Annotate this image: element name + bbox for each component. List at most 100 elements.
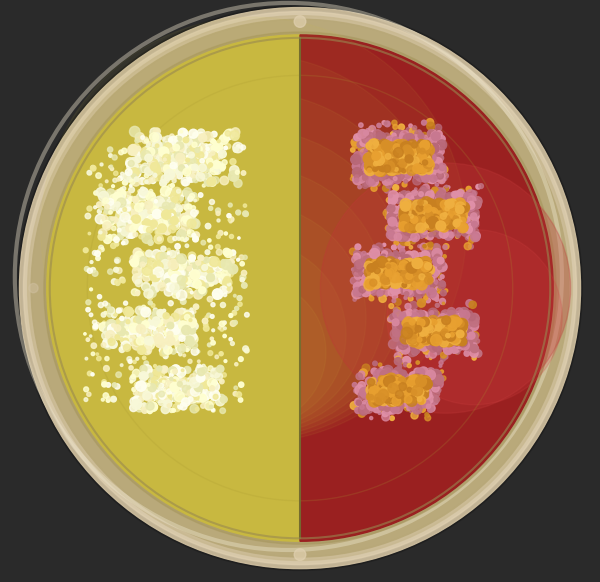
Circle shape [148,386,155,393]
Circle shape [205,250,210,254]
Circle shape [117,205,125,212]
Circle shape [184,391,190,397]
Circle shape [181,369,184,371]
Circle shape [164,162,167,165]
Circle shape [442,324,448,330]
Circle shape [167,262,173,268]
Circle shape [364,404,373,413]
Circle shape [153,264,155,267]
Circle shape [434,331,440,338]
Circle shape [400,140,407,147]
Circle shape [362,289,370,297]
Circle shape [187,327,190,329]
Circle shape [193,393,200,401]
Circle shape [470,349,478,357]
Circle shape [154,335,161,342]
Circle shape [384,405,394,414]
Circle shape [230,165,239,175]
Circle shape [442,316,451,325]
Circle shape [220,400,223,403]
Circle shape [87,268,92,274]
Circle shape [165,159,171,165]
Circle shape [137,212,145,219]
Circle shape [112,313,116,318]
Circle shape [122,334,129,341]
Circle shape [423,393,433,404]
Circle shape [139,210,142,214]
Circle shape [164,332,167,335]
Circle shape [362,182,368,189]
Circle shape [371,274,378,281]
Circle shape [368,155,376,164]
Circle shape [180,403,184,407]
Circle shape [127,204,130,207]
Circle shape [418,220,424,226]
Circle shape [154,261,159,267]
Circle shape [167,389,170,392]
Circle shape [453,215,463,225]
Circle shape [142,214,150,222]
Circle shape [428,278,433,282]
Circle shape [143,322,149,328]
Circle shape [134,382,140,388]
Circle shape [365,266,371,272]
Circle shape [174,215,181,222]
Circle shape [154,223,160,229]
Circle shape [152,392,157,396]
Circle shape [200,152,208,159]
Circle shape [415,159,418,164]
Circle shape [442,312,446,317]
Circle shape [185,158,189,162]
Circle shape [449,199,457,207]
Circle shape [443,326,452,335]
Circle shape [355,162,362,169]
Circle shape [368,396,380,407]
Circle shape [197,364,201,368]
Circle shape [188,379,192,384]
Circle shape [120,338,123,341]
Circle shape [409,127,416,134]
Circle shape [149,133,156,139]
Circle shape [201,271,203,274]
Circle shape [196,379,199,382]
Circle shape [467,194,474,201]
Circle shape [351,155,361,164]
Circle shape [192,145,200,152]
Circle shape [178,378,183,383]
Circle shape [167,324,172,328]
Circle shape [214,150,218,154]
Circle shape [146,222,149,225]
Circle shape [151,322,159,330]
Circle shape [164,400,172,407]
Circle shape [121,341,130,350]
Circle shape [164,273,172,281]
Circle shape [222,372,226,377]
Circle shape [134,325,139,331]
Circle shape [237,296,242,300]
Circle shape [172,145,177,150]
Circle shape [92,320,97,324]
Circle shape [131,145,139,152]
Circle shape [154,162,161,170]
Circle shape [152,250,161,260]
Circle shape [172,276,179,285]
Circle shape [382,413,390,421]
Circle shape [391,269,398,275]
Circle shape [163,262,170,270]
Circle shape [184,272,191,279]
Circle shape [158,379,164,385]
Circle shape [152,150,157,154]
Circle shape [159,202,166,209]
Circle shape [211,264,216,269]
Circle shape [163,205,169,211]
Circle shape [386,176,395,185]
Circle shape [113,267,118,272]
Circle shape [449,320,458,329]
Circle shape [185,393,188,396]
Circle shape [170,289,172,292]
Circle shape [172,260,173,262]
Circle shape [121,172,124,175]
Circle shape [420,159,430,169]
Circle shape [176,154,183,161]
Circle shape [424,162,431,169]
